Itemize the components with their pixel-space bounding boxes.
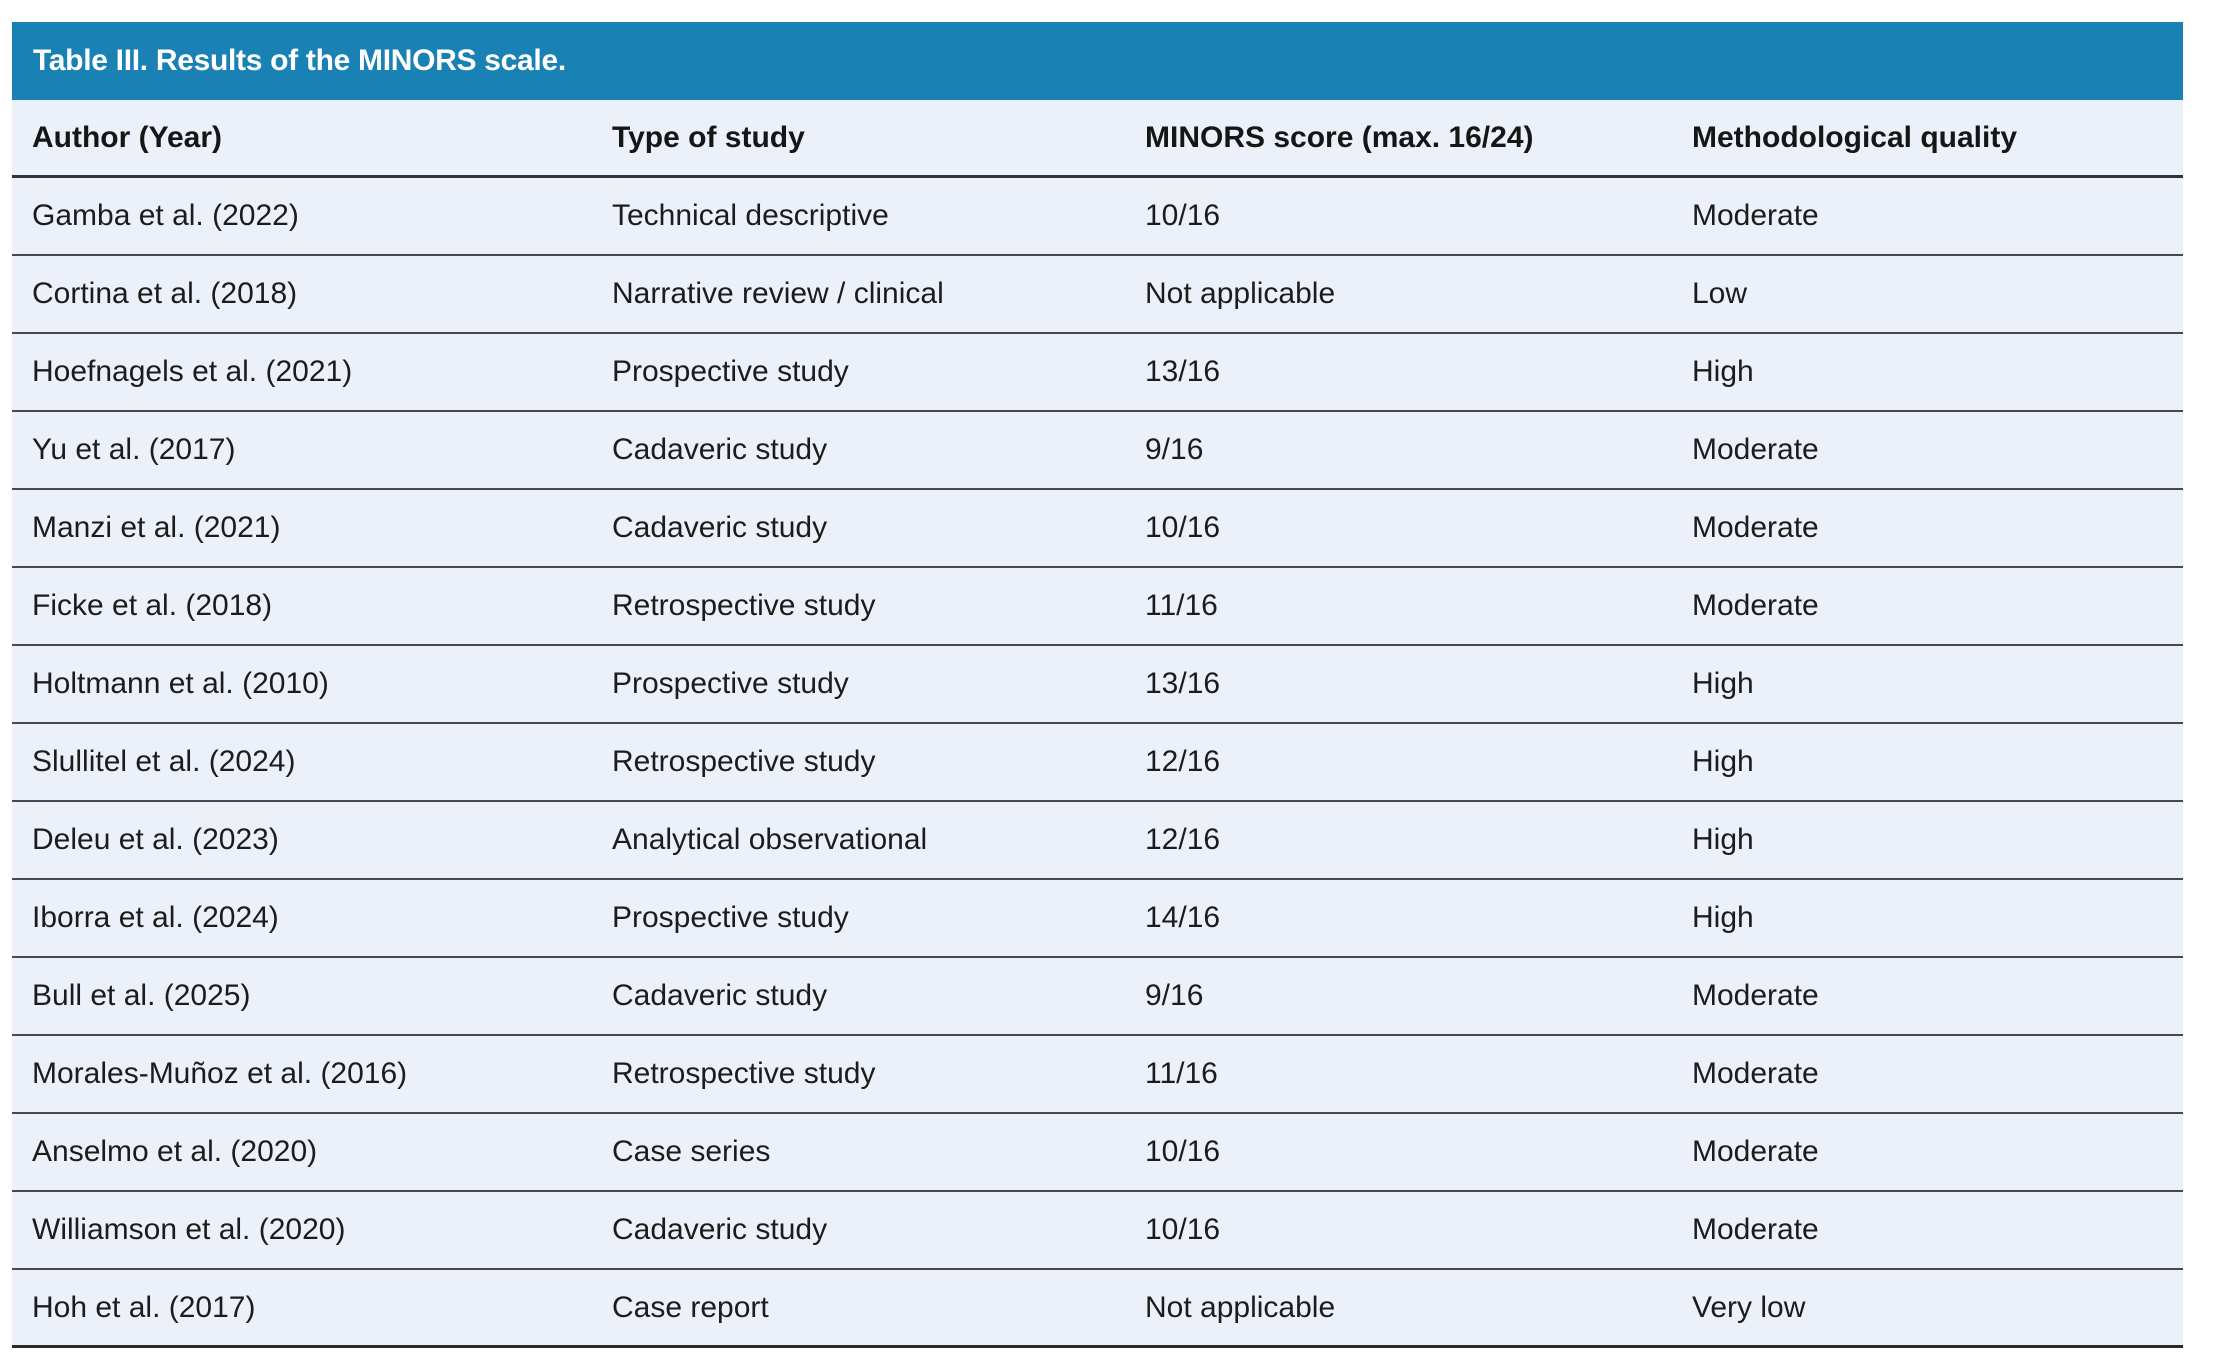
cell-score: 14/16 <box>1145 901 1221 934</box>
cell-type: Technical descriptive <box>612 199 889 232</box>
table-row: Holtmann et al. (2010) Prospective study… <box>12 646 2183 724</box>
cell-author: Bull et al. (2025) <box>32 979 251 1012</box>
cell-type: Retrospective study <box>612 589 876 622</box>
cell-type: Case series <box>612 1135 771 1168</box>
cell-type: Cadaveric study <box>612 433 828 466</box>
cell-author: Deleu et al. (2023) <box>32 823 279 856</box>
cell-type: Cadaveric study <box>612 511 828 544</box>
table-row: Iborra et al. (2024) Prospective study 1… <box>12 880 2183 958</box>
table-title: Table III. Results of the MINORS scale. <box>33 44 566 77</box>
cell-quality: High <box>1692 745 1754 778</box>
cell-type: Prospective study <box>612 355 849 388</box>
cell-author: Anselmo et al. (2020) <box>32 1135 318 1168</box>
cell-quality: Moderate <box>1692 589 1819 622</box>
cell-quality: Moderate <box>1692 1213 1819 1246</box>
cell-author: Iborra et al. (2024) <box>32 901 279 934</box>
cell-author: Gamba et al. (2022) <box>32 199 299 232</box>
cell-score: Not applicable <box>1145 1290 1336 1324</box>
cell-score: 10/16 <box>1145 1213 1221 1246</box>
cell-quality: Moderate <box>1692 979 1819 1012</box>
table-row: Slullitel et al. (2024) Retrospective st… <box>12 724 2183 802</box>
cell-score: 12/16 <box>1145 823 1221 856</box>
cell-type: Analytical observational <box>612 823 928 856</box>
cell-score: 9/16 <box>1145 979 1204 1012</box>
cell-type: Prospective study <box>612 667 849 700</box>
table-row: Morales-Muñoz et al. (2016) Retrospectiv… <box>12 1036 2183 1114</box>
cell-type: Retrospective study <box>612 745 876 778</box>
cell-author: Yu et al. (2017) <box>32 433 236 466</box>
cell-score: 13/16 <box>1145 667 1221 700</box>
table-row: Bull et al. (2025) Cadaveric study 9/16 … <box>12 958 2183 1036</box>
cell-quality: Moderate <box>1692 199 1819 232</box>
cell-type: Cadaveric study <box>612 1213 828 1246</box>
cell-score: 10/16 <box>1145 511 1221 544</box>
cell-score: Not applicable <box>1145 277 1336 310</box>
cell-type: Retrospective study <box>612 1057 876 1090</box>
cell-score: 12/16 <box>1145 745 1221 778</box>
cell-author: Slullitel et al. (2024) <box>32 745 296 778</box>
cell-author: Holtmann et al. (2010) <box>32 667 329 700</box>
cell-score: 10/16 <box>1145 199 1221 232</box>
cell-author: Cortina et al. (2018) <box>32 277 298 310</box>
cell-type: Cadaveric study <box>612 979 828 1012</box>
cell-type: Case report <box>612 1290 769 1324</box>
column-header-score: MINORS score (max. 16/24) <box>1145 120 1534 154</box>
cell-score: 10/16 <box>1145 1135 1221 1168</box>
table-row: Deleu et al. (2023) Analytical observati… <box>12 802 2183 880</box>
table-row: Gamba et al. (2022) Technical descriptiv… <box>12 178 2183 256</box>
cell-author: Manzi et al. (2021) <box>32 511 281 544</box>
cell-quality: Moderate <box>1692 433 1819 466</box>
cell-score: 11/16 <box>1145 1057 1218 1090</box>
cell-score: 11/16 <box>1145 589 1218 622</box>
cell-author: Hoh et al. (2017) <box>32 1290 256 1324</box>
table-row: Hoh et al. (2017) Case report Not applic… <box>12 1270 2183 1348</box>
cell-score: 9/16 <box>1145 433 1204 466</box>
table-row: Yu et al. (2017) Cadaveric study 9/16 Mo… <box>12 412 2183 490</box>
table-row: Williamson et al. (2020) Cadaveric study… <box>12 1192 2183 1270</box>
cell-quality: Moderate <box>1692 511 1819 544</box>
table-title-bar: Table III. Results of the MINORS scale. <box>12 22 2183 100</box>
cell-quality: High <box>1692 901 1754 934</box>
column-header-quality: Methodological quality <box>1692 120 2018 154</box>
column-header-author: Author (Year) <box>32 120 223 154</box>
cell-score: 13/16 <box>1145 355 1221 388</box>
cell-quality: High <box>1692 355 1754 388</box>
cell-author: Morales-Muñoz et al. (2016) <box>32 1057 408 1090</box>
cell-quality: Very low <box>1692 1290 1806 1324</box>
cell-author: Williamson et al. (2020) <box>32 1213 346 1246</box>
cell-author: Hoefnagels et al. (2021) <box>32 355 353 388</box>
table-row: Anselmo et al. (2020) Case series 10/16 … <box>12 1114 2183 1192</box>
table-row: Cortina et al. (2018) Narrative review /… <box>12 256 2183 334</box>
cell-type: Narrative review / clinical <box>612 277 944 310</box>
cell-quality: Low <box>1692 277 1748 310</box>
table-row: Ficke et al. (2018) Retrospective study … <box>12 568 2183 646</box>
cell-quality: High <box>1692 667 1754 700</box>
table-header-row: Author (Year) Type of study MINORS score… <box>12 100 2183 178</box>
cell-quality: High <box>1692 823 1754 856</box>
minors-results-table: Table III. Results of the MINORS scale. … <box>12 22 2183 1348</box>
cell-quality: Moderate <box>1692 1057 1819 1090</box>
cell-author: Ficke et al. (2018) <box>32 589 273 622</box>
table-row: Hoefnagels et al. (2021) Prospective stu… <box>12 334 2183 412</box>
cell-quality: Moderate <box>1692 1135 1819 1168</box>
table-row: Manzi et al. (2021) Cadaveric study 10/1… <box>12 490 2183 568</box>
column-header-type: Type of study <box>612 120 805 154</box>
cell-type: Prospective study <box>612 901 849 934</box>
